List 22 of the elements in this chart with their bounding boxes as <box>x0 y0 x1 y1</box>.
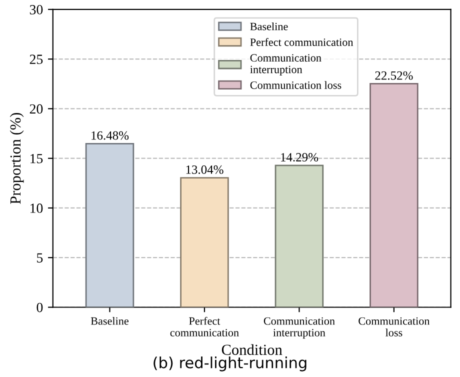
text: 22.52% <box>375 71 413 80</box>
x-tick-label: Communication loss <box>358 317 430 336</box>
text: 16.48% <box>92 131 129 140</box>
legend-label: Baseline <box>250 22 288 30</box>
legend-label: Communication interruption <box>250 54 322 76</box>
y-tick-label: 0 <box>36 302 43 312</box>
y-tick-label: 30 <box>30 5 43 14</box>
y-tick-label: 10 <box>30 204 43 213</box>
text: (b) red-light-running <box>154 356 306 372</box>
y-tick-label: 15 <box>30 154 43 164</box>
x-axis-title: Condition <box>222 344 282 355</box>
text: 13.04% <box>186 165 224 174</box>
legend-label: Communication loss <box>250 81 342 89</box>
x-tick-label: Communication interruption <box>264 317 335 339</box>
legend-label: Perfect communication <box>250 38 354 46</box>
x-tick-label: Baseline <box>90 316 128 325</box>
y-tick-label: 25 <box>30 54 43 64</box>
y-tick-label: 20 <box>30 104 43 114</box>
y-tick-label: 5 <box>37 253 43 263</box>
y-axis-title: Proportion (%) <box>10 112 24 204</box>
x-tick-label: Perfect communication <box>170 316 239 336</box>
text: 14.29% <box>281 153 318 162</box>
